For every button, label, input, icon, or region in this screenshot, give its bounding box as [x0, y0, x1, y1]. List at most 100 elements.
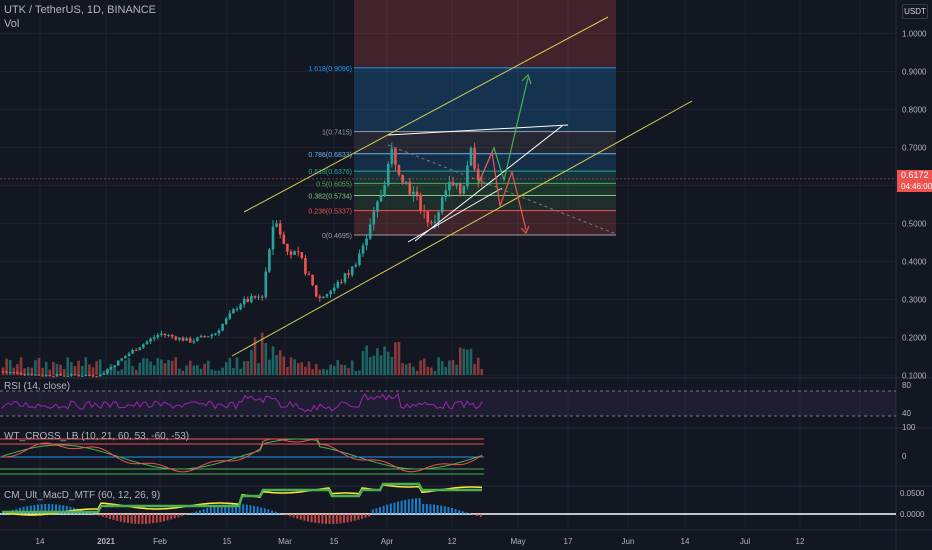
volume-bar — [278, 350, 282, 375]
candle-body — [404, 181, 408, 183]
volume-bar — [354, 370, 358, 375]
macd-histogram-bar — [159, 514, 162, 523]
volume-bar — [19, 357, 23, 375]
volume-bar — [188, 360, 192, 375]
currency-button[interactable]: USDT — [902, 4, 928, 19]
volume-bar — [138, 362, 142, 375]
time-tick-label: 12 — [796, 537, 805, 546]
candle-body — [314, 285, 318, 297]
macd-histogram-bar — [415, 498, 417, 514]
candle-body — [34, 374, 37, 376]
macd-histogram-bar — [155, 514, 158, 523]
macd-histogram-bar — [191, 512, 194, 514]
volume-bar — [358, 370, 361, 375]
macd-label[interactable]: CM_Ult_MacD_MTF (60, 12, 26, 9) — [4, 490, 161, 501]
macd-histogram-bar — [303, 514, 306, 521]
candle-body — [422, 210, 426, 212]
volume-bar — [12, 367, 16, 375]
candle-body — [62, 375, 66, 377]
candle-body — [264, 271, 268, 297]
rsi-label[interactable]: RSI (14, close) — [4, 381, 71, 392]
wt-cross-label[interactable]: WT_CROSS_LB (10, 21, 60, 53, -60, -53) — [4, 431, 190, 442]
wedge-lower-line — [407, 187, 503, 243]
volume-bar — [26, 367, 30, 375]
volume-bar — [196, 365, 199, 375]
candle-body — [124, 356, 127, 359]
candle-body — [210, 334, 214, 337]
candle-body — [329, 291, 332, 295]
symbol-title[interactable]: UTK / TetherUS, 1D, BINANCE — [4, 4, 157, 16]
candle-body — [448, 181, 451, 191]
time-tick-label: 2021 — [97, 537, 115, 546]
candle-body — [250, 296, 253, 302]
macd-histogram-bar — [170, 514, 173, 520]
macd-histogram-bar — [55, 504, 57, 514]
time-tick-label: Feb — [153, 537, 167, 546]
volume-bar — [451, 359, 455, 375]
macd-histogram-bar — [339, 514, 342, 524]
volume-bar — [178, 368, 181, 375]
candle-body — [311, 274, 314, 286]
candle-body — [152, 337, 156, 339]
candle-body — [206, 336, 210, 338]
candle-body — [275, 223, 278, 227]
candle-body — [451, 181, 455, 186]
bullish-arrow-head — [521, 73, 532, 85]
volume-bar — [390, 356, 394, 375]
candle-body — [440, 197, 444, 213]
volume-bar — [397, 341, 401, 375]
volume-bar — [174, 357, 178, 375]
macd-histogram-bar — [213, 506, 216, 514]
volume-bar — [361, 351, 365, 375]
volume-bar — [91, 367, 95, 375]
macd-histogram-bar — [476, 514, 479, 516]
volume-bar — [426, 366, 430, 375]
volume-bar — [16, 364, 19, 375]
macd-histogram-bar — [101, 514, 104, 517]
macd-histogram-bar — [224, 504, 227, 514]
volume-bar — [134, 370, 138, 375]
candle-body — [386, 163, 390, 186]
fib-zone-5 — [354, 183, 616, 196]
candle-body — [365, 238, 368, 246]
macd-histogram-bar — [465, 512, 468, 514]
volume-bar — [437, 357, 440, 375]
macd-histogram-bar — [112, 514, 115, 521]
volume-label[interactable]: Vol — [4, 18, 20, 30]
candle-body — [48, 375, 52, 377]
last-price-countdown: 04:46:00 — [901, 182, 932, 191]
volume-bar — [70, 362, 73, 375]
candle-body — [282, 234, 286, 244]
candle-body — [127, 353, 131, 357]
candle-body — [401, 174, 404, 183]
volume-bar — [246, 361, 250, 375]
volume-bar — [224, 362, 228, 375]
wt-level-label: 100 — [902, 423, 916, 432]
price-tick-label: 1.0000 — [902, 30, 927, 39]
macd-histogram-bar — [29, 505, 32, 514]
macd-histogram-bar — [357, 514, 360, 520]
volume-bar — [286, 366, 289, 375]
macd-histogram-bar — [217, 505, 219, 514]
macd-histogram-bar — [166, 514, 169, 521]
macd-histogram-bar — [51, 504, 54, 514]
candle-body — [66, 375, 70, 377]
volume-bar — [77, 360, 80, 375]
volume-bar — [376, 348, 379, 375]
volume-bar — [109, 364, 113, 375]
volume-bar — [228, 357, 232, 375]
volume-bar — [152, 365, 156, 375]
volume-bar — [59, 364, 62, 375]
volume-bar — [232, 368, 235, 375]
volume-bar — [167, 360, 170, 375]
price-tick-label: 0.2000 — [902, 333, 927, 342]
volume-bar — [422, 358, 426, 375]
candle-body — [347, 273, 350, 275]
macd-histogram-bar — [397, 501, 399, 514]
macd-histogram-bar — [335, 514, 338, 524]
candle-body — [372, 211, 376, 225]
volume-bar — [80, 365, 84, 375]
macd-line — [2, 482, 482, 514]
